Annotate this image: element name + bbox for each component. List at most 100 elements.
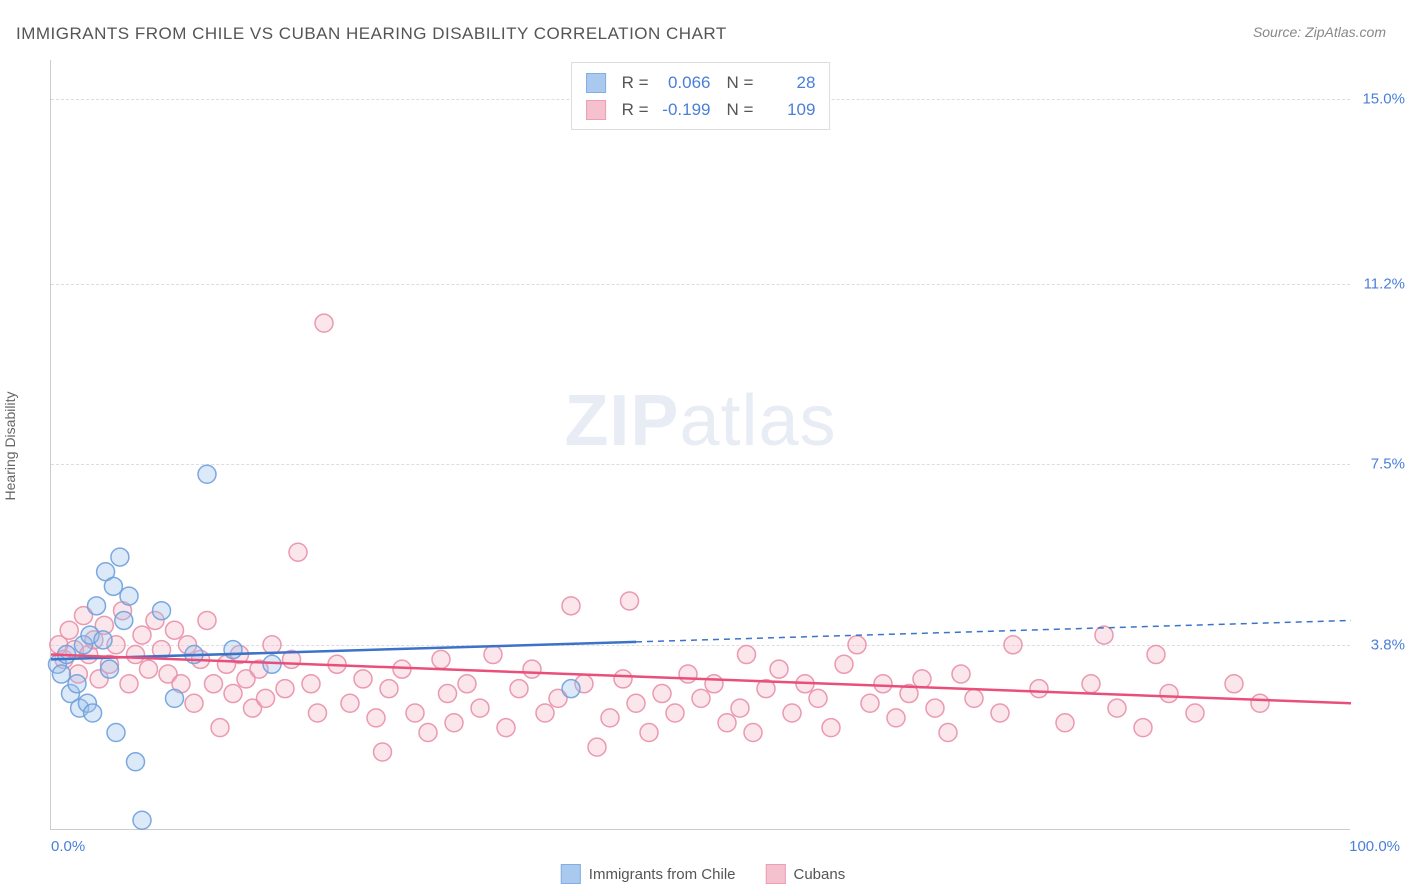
scatter-point-chile xyxy=(127,753,145,771)
scatter-point-cubans xyxy=(341,694,359,712)
scatter-point-cubans xyxy=(354,670,372,688)
plot-area: ZIPatlas 3.8%7.5%11.2%15.0% R =0.066N =2… xyxy=(50,60,1350,830)
scatter-point-cubans xyxy=(205,675,223,693)
scatter-point-cubans xyxy=(302,675,320,693)
scatter-point-cubans xyxy=(1004,636,1022,654)
x-axis-max-label: 100.0% xyxy=(1349,838,1400,855)
scatter-point-chile xyxy=(94,631,112,649)
legend-swatch-chile xyxy=(561,864,581,884)
scatter-point-cubans xyxy=(471,699,489,717)
scatter-point-cubans xyxy=(1134,719,1152,737)
stats-row-chile: R =0.066N =28 xyxy=(586,69,816,96)
scatter-point-chile xyxy=(562,680,580,698)
scatter-point-cubans xyxy=(276,680,294,698)
scatter-point-cubans xyxy=(952,665,970,683)
stat-r-value: 0.066 xyxy=(659,69,711,96)
legend-label: Immigrants from Chile xyxy=(589,866,736,883)
scatter-point-cubans xyxy=(1095,626,1113,644)
scatter-point-cubans xyxy=(848,636,866,654)
scatter-point-cubans xyxy=(783,704,801,722)
scatter-point-cubans xyxy=(406,704,424,722)
scatter-point-cubans xyxy=(1186,704,1204,722)
scatter-point-chile xyxy=(84,704,102,722)
scatter-point-cubans xyxy=(127,646,145,664)
scatter-point-cubans xyxy=(653,685,671,703)
chart-svg xyxy=(51,60,1350,829)
scatter-point-cubans xyxy=(419,724,437,742)
scatter-point-cubans xyxy=(1030,680,1048,698)
stats-row-cubans: R =-0.199N =109 xyxy=(586,96,816,123)
regression-line-dashed-chile xyxy=(636,620,1351,641)
scatter-point-cubans xyxy=(140,660,158,678)
scatter-point-cubans xyxy=(1108,699,1126,717)
scatter-point-cubans xyxy=(536,704,554,722)
scatter-point-cubans xyxy=(1251,694,1269,712)
scatter-point-cubans xyxy=(133,626,151,644)
scatter-point-chile xyxy=(52,665,70,683)
scatter-point-chile xyxy=(115,611,133,629)
scatter-point-cubans xyxy=(718,714,736,732)
scatter-point-cubans xyxy=(374,743,392,761)
source-attribution: Source: ZipAtlas.com xyxy=(1253,24,1386,40)
scatter-point-cubans xyxy=(679,665,697,683)
scatter-point-chile xyxy=(68,675,86,693)
scatter-point-cubans xyxy=(1056,714,1074,732)
scatter-point-cubans xyxy=(185,694,203,712)
scatter-point-cubans xyxy=(926,699,944,717)
legend-item-cubans: Cubans xyxy=(766,864,846,884)
legend-swatch-chile xyxy=(586,73,606,93)
scatter-point-chile xyxy=(111,548,129,566)
scatter-point-cubans xyxy=(744,724,762,742)
scatter-point-chile xyxy=(107,724,125,742)
scatter-point-cubans xyxy=(861,694,879,712)
scatter-point-cubans xyxy=(965,689,983,707)
scatter-point-cubans xyxy=(731,699,749,717)
scatter-point-cubans xyxy=(309,704,327,722)
scatter-point-chile xyxy=(198,465,216,483)
stat-r-value: -0.199 xyxy=(659,96,711,123)
scatter-point-cubans xyxy=(627,694,645,712)
scatter-point-cubans xyxy=(562,597,580,615)
scatter-point-cubans xyxy=(874,675,892,693)
scatter-point-cubans xyxy=(738,646,756,664)
scatter-point-cubans xyxy=(166,621,184,639)
y-tick-label: 3.8% xyxy=(1371,636,1405,653)
scatter-point-cubans xyxy=(640,724,658,742)
scatter-point-cubans xyxy=(601,709,619,727)
scatter-point-chile xyxy=(120,587,138,605)
legend-swatch-cubans xyxy=(766,864,786,884)
scatter-point-chile xyxy=(224,641,242,659)
y-axis-label: Hearing Disability xyxy=(2,392,18,501)
scatter-point-cubans xyxy=(445,714,463,732)
scatter-point-chile xyxy=(88,597,106,615)
scatter-point-cubans xyxy=(367,709,385,727)
scatter-point-chile xyxy=(104,577,122,595)
scatter-point-cubans xyxy=(614,670,632,688)
scatter-point-cubans xyxy=(913,670,931,688)
scatter-point-chile xyxy=(153,602,171,620)
scatter-point-cubans xyxy=(809,689,827,707)
stat-label-r: R = xyxy=(622,96,649,123)
scatter-point-cubans xyxy=(289,543,307,561)
stat-label-n: N = xyxy=(727,96,754,123)
scatter-point-cubans xyxy=(432,650,450,668)
scatter-point-cubans xyxy=(458,675,476,693)
scatter-point-cubans xyxy=(497,719,515,737)
scatter-point-cubans xyxy=(666,704,684,722)
stats-legend: R =0.066N =28R =-0.199N =109 xyxy=(571,62,831,130)
scatter-point-chile xyxy=(133,811,151,829)
scatter-point-cubans xyxy=(198,611,216,629)
scatter-point-cubans xyxy=(439,685,457,703)
scatter-point-cubans xyxy=(120,675,138,693)
stat-label-n: N = xyxy=(727,69,754,96)
scatter-point-cubans xyxy=(1160,685,1178,703)
scatter-point-cubans xyxy=(263,636,281,654)
y-tick-label: 11.2% xyxy=(1364,276,1405,293)
scatter-point-cubans xyxy=(211,719,229,737)
scatter-point-cubans xyxy=(510,680,528,698)
x-axis-min-label: 0.0% xyxy=(51,838,85,855)
scatter-point-cubans xyxy=(588,738,606,756)
scatter-point-cubans xyxy=(60,621,78,639)
scatter-point-cubans xyxy=(523,660,541,678)
scatter-point-cubans xyxy=(991,704,1009,722)
